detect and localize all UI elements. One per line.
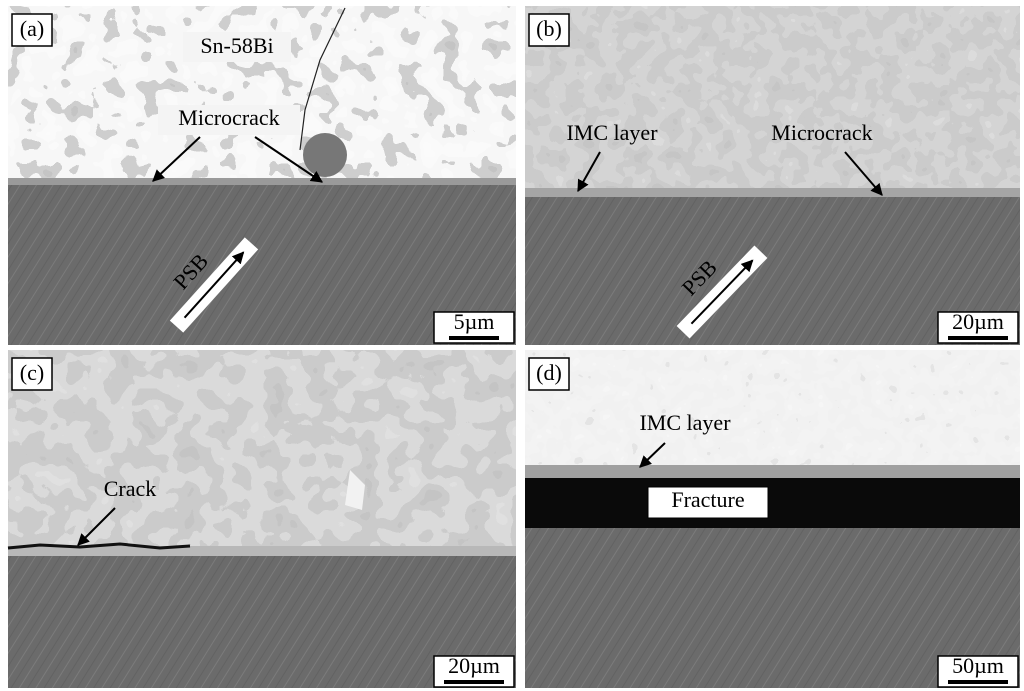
annotation: Crack: [104, 476, 157, 501]
panel-label: (b): [536, 16, 562, 41]
imc-layer: [8, 178, 516, 185]
panel-c: (c) Crack 20µm: [8, 350, 516, 688]
annotation: IMC layer: [566, 120, 658, 145]
scale-label: 20µm: [952, 309, 1004, 334]
void: [303, 133, 347, 177]
annotation: Fracture: [671, 487, 744, 512]
panel-d: (d) IMC layer Fracture 50µm: [525, 350, 1020, 688]
solder-texture: [8, 350, 516, 550]
imc-layer: [525, 188, 1020, 197]
annotation: Sn-58Bi: [200, 33, 273, 58]
annotation: Microcrack: [771, 120, 872, 145]
solder-texture: [525, 6, 1020, 192]
imc-layer: [525, 465, 1020, 478]
annotation: IMC layer: [639, 410, 731, 435]
scale-label: 20µm: [448, 653, 500, 678]
panel-b: (b) IMC layer Microcrack PSB 20µm: [525, 6, 1020, 345]
panel-a: (a) Sn-58Bi Microcrack PSB 5µm: [8, 6, 516, 345]
panel-label: (d): [536, 360, 562, 385]
panel-label: (a): [20, 16, 44, 41]
scale-label: 5µm: [454, 309, 495, 334]
panel-label: (c): [20, 360, 44, 385]
figure: (a) Sn-58Bi Microcrack PSB 5µm (b) IMC l…: [0, 0, 1024, 691]
annotation: Microcrack: [178, 105, 279, 130]
solder-texture: [525, 350, 1020, 466]
scale-label: 50µm: [952, 653, 1004, 678]
fracture-gap: [525, 478, 1020, 528]
